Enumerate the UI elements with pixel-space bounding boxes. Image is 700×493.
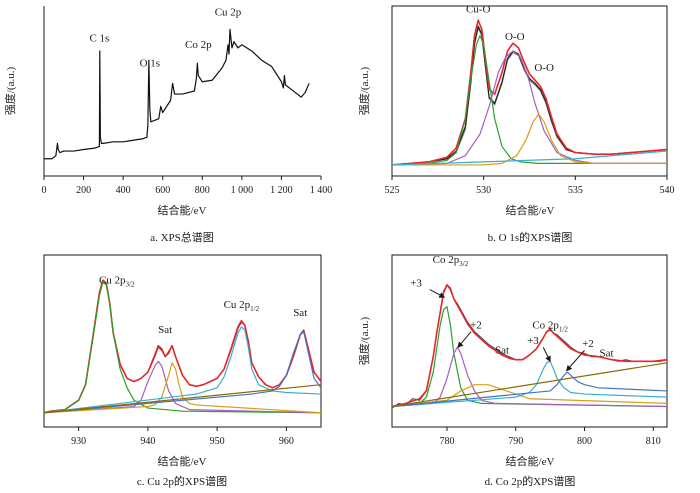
peak-label: Cu 2p3/2: [99, 274, 135, 288]
peak-label: O-O: [534, 62, 554, 74]
peak-label: Co 2p1/2: [532, 320, 568, 334]
y-axis-title: 强度/(a.u.): [357, 317, 371, 366]
panel-caption: a. XPS总谱图: [150, 230, 214, 244]
x-tick-label: 0: [42, 185, 47, 196]
peak-label: +2: [470, 320, 482, 332]
x-tick-label: 800: [577, 436, 592, 447]
peak-label: Cu 2p1/2: [224, 299, 260, 313]
peak-label: Sat: [599, 348, 613, 360]
series-line-3: [391, 346, 668, 408]
panel-caption: b. O 1s的XPS谱图: [488, 230, 573, 244]
x-tick-label: 600: [155, 185, 170, 196]
y-axis-title: 强度/(a.u.): [3, 67, 17, 116]
x-tick-label: 1 000: [231, 185, 254, 196]
panel-caption: c. Cu 2p的XPS谱图: [137, 474, 227, 488]
x-tick-label: 530: [476, 185, 491, 196]
series-line-6: [43, 331, 322, 414]
series-line-2: [43, 281, 322, 414]
series-line-3: [43, 360, 322, 414]
peak-label: Co 2p: [185, 39, 212, 51]
x-tick-label: 960: [279, 436, 294, 447]
x-tick-label: 1 200: [270, 185, 293, 196]
annotation-arrow-2: [542, 347, 551, 363]
panel-1: 525 530 535 540 Cu-O O-O O-O 结合能/eV 强度/(a.u.) b. …: [357, 3, 675, 244]
plot-frame: [391, 5, 668, 177]
panel-2: 930 940 950 960 Cu 2p3/2 Sat Cu 2p1/2 Sat 结合能/eV…: [43, 254, 322, 488]
peak-label: C 1s: [89, 33, 109, 45]
peak-label: +3: [410, 277, 422, 289]
peak-label: Sat: [293, 307, 307, 319]
peak-label: Cu 2p: [215, 7, 242, 19]
x-tick-label: 930: [71, 436, 86, 447]
peak-label: Co 2p3/2: [433, 254, 469, 268]
series-line-7: [43, 384, 322, 414]
peak-label-subscript: 1/2: [250, 305, 259, 313]
series-line-0: [44, 28, 310, 160]
series-line-7: [391, 362, 668, 408]
series-line-2: [391, 19, 668, 166]
series-line-4: [43, 362, 322, 414]
annotation-arrow-3: [565, 350, 585, 372]
peak-label: O 1s: [140, 57, 160, 69]
panel-0: 0 200 400 600 800 1 000 1 200 1 400 C 1s O 1s Co 2…: [3, 6, 332, 244]
panel-caption: d. Co 2p的XPS谱图: [485, 474, 576, 488]
x-tick-label: 400: [116, 185, 131, 196]
series-line-6: [391, 371, 668, 408]
plot-frame: [391, 254, 668, 428]
x-tick-label: 540: [660, 185, 675, 196]
x-tick-label: 790: [508, 436, 523, 447]
series-line-3: [391, 34, 667, 166]
x-tick-label: 800: [195, 185, 210, 196]
peak-label: +3: [527, 335, 539, 347]
peak-label-subscript: 3/2: [126, 280, 135, 288]
peak-label: Cu-O: [466, 3, 491, 15]
x-tick-label: 950: [210, 436, 225, 447]
peak-label: Sat: [495, 344, 509, 356]
x-tick-label: 780: [440, 436, 455, 447]
peak-label-subscript: 3/2: [459, 260, 468, 268]
peak-label-subscript: 1/2: [559, 326, 568, 334]
x-axis-title: 结合能/eV: [506, 454, 555, 468]
x-axis-title: 结合能/eV: [158, 203, 207, 217]
peak-label: Sat: [158, 324, 172, 336]
y-axis-title: 强度/(a.u.): [357, 67, 371, 116]
series-line-5: [392, 113, 667, 166]
series-line-0: [391, 27, 668, 166]
series-line-6: [391, 150, 668, 166]
series-line-4: [391, 50, 667, 166]
series-line-1: [391, 25, 668, 166]
peak-label: O-O: [505, 31, 525, 43]
peak-label: +2: [582, 338, 594, 350]
series-line-0: [43, 281, 322, 414]
series-line-1: [391, 284, 668, 408]
x-axis-title: 结合能/eV: [158, 454, 207, 468]
annotation-arrow-0: [429, 289, 446, 298]
x-tick-label: 535: [568, 185, 583, 196]
series-line-1: [43, 279, 322, 414]
x-tick-label: 200: [76, 185, 91, 196]
x-axis-title: 结合能/eV: [506, 203, 555, 217]
x-tick-label: 810: [646, 436, 661, 447]
x-tick-label: 1 400: [310, 185, 333, 196]
annotation-arrow-1: [457, 331, 472, 349]
x-tick-label: 525: [385, 185, 400, 196]
plot-frame: [43, 254, 322, 428]
x-tick-label: 940: [140, 436, 155, 447]
